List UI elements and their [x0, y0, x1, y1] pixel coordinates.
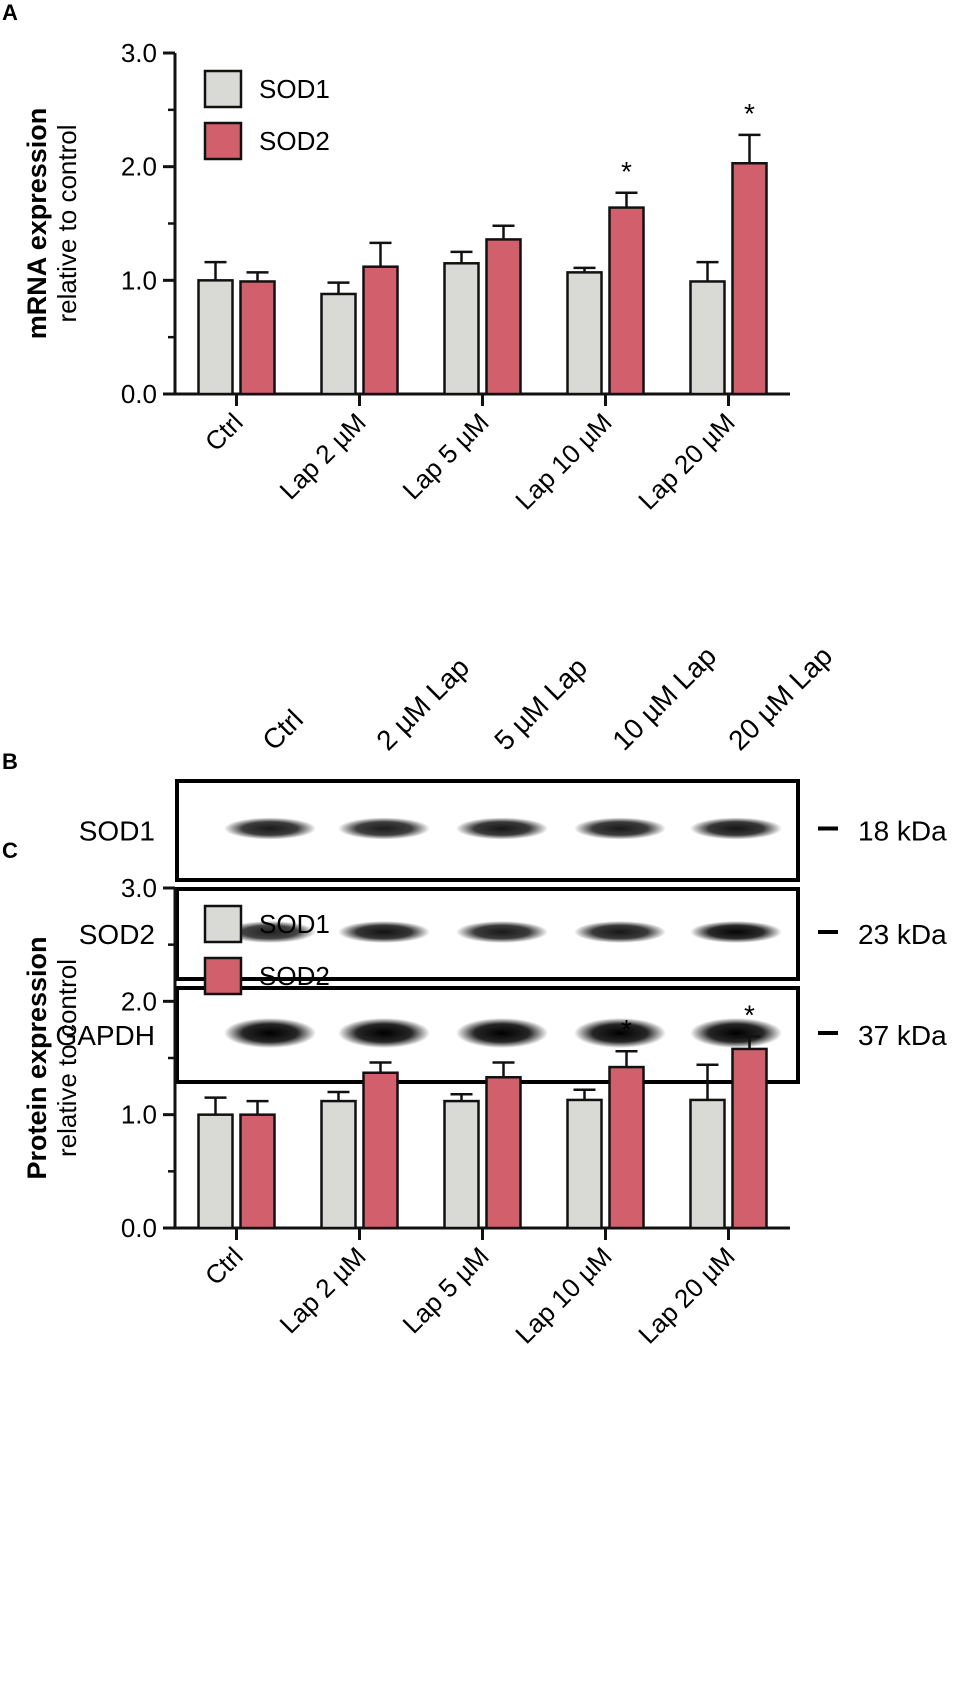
bar-sod2 [362, 1071, 399, 1230]
x-tick-label: Lap 10 µM [509, 1241, 617, 1349]
bar-sod2 [239, 280, 276, 396]
blot-band [574, 817, 666, 840]
blot-band [690, 817, 782, 840]
bar-sod1 [443, 1099, 480, 1230]
y-axis-label: mRNA expressionrelative to control [22, 108, 82, 340]
blot-row-label: GAPDH [55, 1020, 155, 1051]
x-tick-label: Lap 2 µM [273, 1241, 371, 1339]
bar-sod2 [485, 1076, 522, 1230]
blot-band [338, 1018, 430, 1048]
bar-sod1 [689, 1098, 726, 1230]
bar-sod1 [197, 279, 234, 396]
y-axis-label-sub: relative to control [52, 959, 82, 1157]
bar-sod2 [731, 162, 768, 396]
bar-sod1 [320, 1099, 357, 1230]
legend-swatch-sod2 [203, 121, 243, 161]
bar-sod2 [608, 206, 645, 396]
lane-label: 5 µM Lap [488, 651, 593, 756]
x-tick-label: Lap 5 µM [396, 407, 494, 505]
y-tick-label: 0.0 [121, 1213, 157, 1243]
kda-label: 18 kDa [858, 816, 947, 847]
significance-star: * [621, 1014, 632, 1045]
y-tick-label: 3.0 [121, 38, 157, 68]
lane-label: 10 µM Lap [606, 640, 722, 756]
y-tick-label: 2.0 [121, 986, 157, 1016]
legend-swatch-sod2 [203, 956, 243, 996]
blot-band [224, 921, 316, 943]
blot-band [456, 1018, 548, 1048]
x-tick-label: Lap 2 µM [273, 407, 371, 505]
y-axis-label: Protein expressionrelative to control [22, 936, 82, 1179]
kda-label: 37 kDa [858, 1020, 947, 1051]
panel-letter: B [2, 749, 18, 774]
bar-sod2 [239, 1113, 276, 1230]
kda-label: 23 kDa [858, 919, 947, 950]
blot-band [338, 817, 430, 840]
x-tick-label: Lap 5 µM [396, 1241, 494, 1339]
lane-label: 20 µM Lap [722, 640, 838, 756]
x-tick-label: Lap 10 µM [509, 407, 617, 515]
legend-swatch-sod1 [203, 69, 243, 109]
blot-band [456, 817, 548, 840]
blot-band [338, 921, 430, 943]
bar-sod1 [566, 1098, 603, 1230]
legend-label-sod2: SOD2 [259, 961, 330, 991]
panel-letter: C [2, 838, 18, 863]
lane-label: 2 µM Lap [370, 651, 475, 756]
bar-sod1 [197, 1113, 234, 1230]
y-tick-label: 1.0 [121, 1100, 157, 1130]
blot-band [224, 817, 316, 840]
x-tick-label: Lap 20 µM [632, 407, 740, 515]
significance-star: * [744, 999, 755, 1030]
y-tick-label: 1.0 [121, 265, 157, 295]
x-tick-label: Ctrl [199, 407, 249, 457]
significance-star: * [744, 98, 755, 129]
blot-row-label: SOD2 [79, 919, 155, 950]
bar-sod1 [566, 271, 603, 396]
y-tick-label: 3.0 [121, 873, 157, 903]
y-axis-label-bold: Protein expression [22, 936, 52, 1179]
panel-letter: A [2, 0, 18, 25]
y-axis-label-bold: mRNA expression [22, 108, 52, 340]
blot-band [574, 1018, 666, 1048]
blot-row-label: SOD1 [79, 816, 155, 847]
bar-sod2 [362, 265, 399, 396]
bar-sod1 [320, 292, 357, 396]
blot-band [574, 921, 666, 943]
y-tick-label: 0.0 [121, 379, 157, 409]
blot-band [690, 921, 782, 943]
y-tick-label: 2.0 [121, 152, 157, 182]
legend-label-sod1: SOD1 [259, 74, 330, 104]
x-tick-label: Lap 20 µM [632, 1241, 740, 1349]
x-tick-label: Ctrl [199, 1241, 249, 1291]
bar-sod2 [731, 1047, 768, 1230]
bar-sod1 [443, 262, 480, 396]
significance-star: * [621, 156, 632, 187]
blot-band [690, 1018, 782, 1048]
blot-band [456, 921, 548, 943]
y-axis-label-sub: relative to control [52, 125, 82, 323]
legend-label-sod1: SOD1 [259, 909, 330, 939]
legend-swatch-sod1 [203, 904, 243, 944]
blot-band [224, 1018, 316, 1048]
legend-label-sod2: SOD2 [259, 126, 330, 156]
bar-sod2 [485, 238, 522, 396]
lane-label: Ctrl [256, 704, 309, 757]
bar-sod1 [689, 280, 726, 396]
bar-sod2 [608, 1065, 645, 1230]
